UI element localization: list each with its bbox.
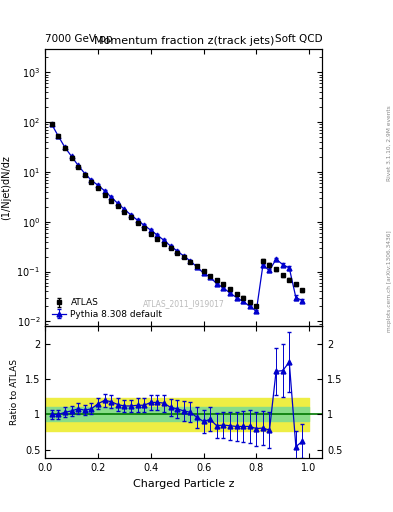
Y-axis label: Ratio to ATLAS: Ratio to ATLAS — [10, 359, 19, 425]
Title: Momentum fraction z(track jets): Momentum fraction z(track jets) — [94, 36, 274, 47]
X-axis label: Charged Particle z: Charged Particle z — [133, 479, 235, 488]
Legend: ATLAS, Pythia 8.308 default: ATLAS, Pythia 8.308 default — [50, 295, 165, 322]
Text: ATLAS_2011_I919017: ATLAS_2011_I919017 — [143, 300, 225, 308]
Text: Rivet 3.1.10, 2.9M events: Rivet 3.1.10, 2.9M events — [387, 105, 392, 181]
Text: 7000 GeV pp: 7000 GeV pp — [45, 33, 113, 44]
Text: Soft QCD: Soft QCD — [275, 33, 322, 44]
Text: mcplots.cern.ch [arXiv:1306.3436]: mcplots.cern.ch [arXiv:1306.3436] — [387, 231, 392, 332]
Y-axis label: (1/Njet)dN/dz: (1/Njet)dN/dz — [1, 155, 11, 220]
